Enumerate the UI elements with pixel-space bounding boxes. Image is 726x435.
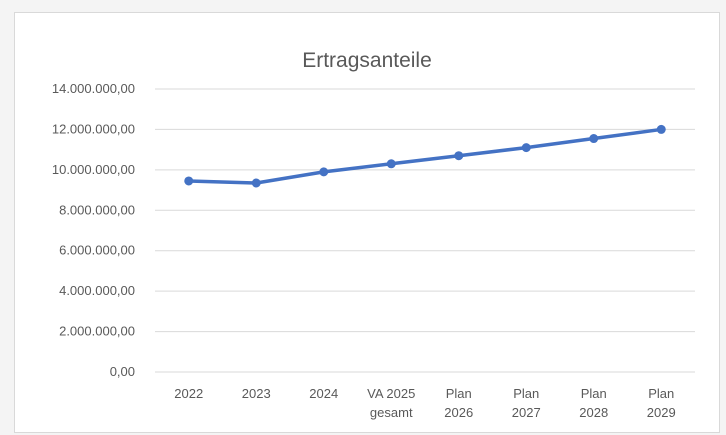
- x-tick-label: 2028: [579, 405, 608, 420]
- chart-title: Ertragsanteile: [302, 49, 432, 72]
- x-tick-label: gesamt: [370, 405, 413, 420]
- y-tick-label: 14.000.000,00: [52, 81, 135, 96]
- y-tick-label: 0,00: [110, 364, 135, 379]
- y-tick-label: 4.000.000,00: [59, 283, 135, 298]
- x-tick-label: 2026: [444, 405, 473, 420]
- x-tick-label: VA 2025: [367, 386, 415, 401]
- x-tick-label: Plan: [513, 386, 539, 401]
- x-tick-label: 2027: [512, 405, 541, 420]
- y-tick-label: 6.000.000,00: [59, 243, 135, 258]
- series-line: [187, 127, 663, 185]
- x-tick-label: Plan: [581, 386, 607, 401]
- data-point: [184, 176, 194, 186]
- data-point: [251, 178, 261, 188]
- data-point: [521, 143, 531, 153]
- data-point: [386, 159, 396, 169]
- x-tick-label: Plan: [446, 386, 472, 401]
- x-tick-label: 2024: [309, 386, 338, 401]
- chart-area[interactable]: Ertragsanteile: [14, 12, 720, 433]
- data-point: [656, 124, 666, 134]
- y-tick-label: 2.000.000,00: [59, 324, 135, 339]
- x-tick-label: 2029: [647, 405, 676, 420]
- y-tick-label: 8.000.000,00: [59, 202, 135, 217]
- data-point: [589, 134, 599, 144]
- y-tick-label: 12.000.000,00: [52, 121, 135, 136]
- data-point: [319, 167, 329, 177]
- x-tick-label: 2022: [174, 386, 203, 401]
- data-point: [454, 151, 464, 161]
- x-tick-label: Plan: [648, 386, 674, 401]
- y-tick-label: 10.000.000,00: [52, 162, 135, 177]
- x-tick-label: 2023: [242, 386, 271, 401]
